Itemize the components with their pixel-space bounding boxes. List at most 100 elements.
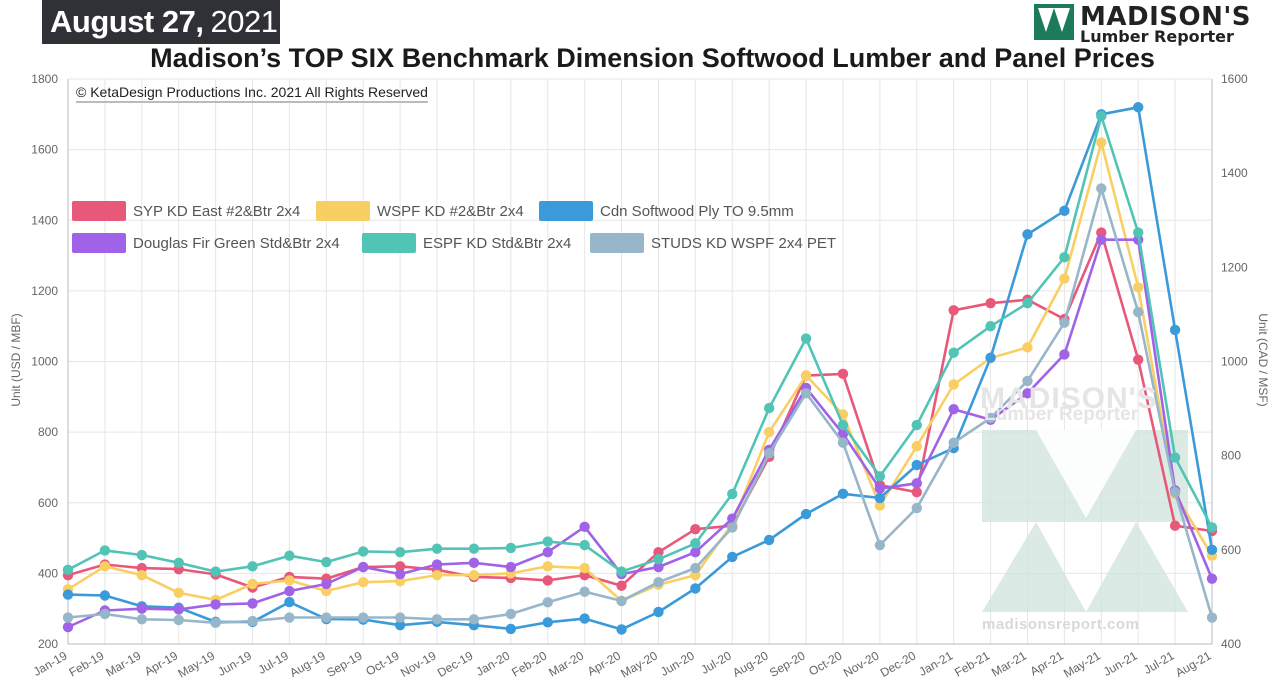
legend-label: Cdn Softwood Ply TO 9.5mm xyxy=(600,202,794,220)
data-point-3 xyxy=(358,561,369,573)
data-point-2 xyxy=(985,352,996,363)
legend-swatch xyxy=(72,233,126,253)
x-tick-label: May-19 xyxy=(175,648,217,680)
data-point-1 xyxy=(431,569,443,581)
watermark-triangle-icon xyxy=(982,522,1086,612)
logo-mark-icon xyxy=(1034,4,1074,40)
data-point-3 xyxy=(690,546,701,558)
data-point-5 xyxy=(948,437,959,448)
data-point-4 xyxy=(542,536,553,547)
series-line-2 xyxy=(67,106,1214,631)
data-point-2 xyxy=(727,551,738,563)
x-tick-label: Feb-20 xyxy=(509,648,549,679)
legend-item-wspf[interactable]: WSPF KD #2&Btr 2x4 xyxy=(316,201,524,221)
data-point-5 xyxy=(800,388,812,399)
data-point-4 xyxy=(431,543,443,554)
data-point-0 xyxy=(985,298,996,309)
y-tick-right: 600 xyxy=(1221,543,1241,557)
data-point-0 xyxy=(1132,354,1144,365)
data-point-5 xyxy=(837,437,849,448)
data-point-4 xyxy=(284,550,295,561)
data-point-0 xyxy=(1169,520,1181,531)
data-point-2 xyxy=(1169,324,1181,336)
data-point-5 xyxy=(1022,375,1033,387)
data-point-5 xyxy=(210,617,221,629)
watermark-url: madisonsreport.com xyxy=(982,616,1140,633)
x-tick-label: Jun-21 xyxy=(1101,648,1140,679)
y-tick-left: 1800 xyxy=(31,72,58,86)
legend-item-espf[interactable]: ESPF KD Std&Btr 2x4 xyxy=(362,233,571,253)
data-point-3 xyxy=(1022,388,1033,399)
data-point-2 xyxy=(874,492,886,504)
data-point-5 xyxy=(394,612,406,623)
series-line-4 xyxy=(67,114,1214,573)
series-line-3 xyxy=(67,238,1214,629)
data-point-2 xyxy=(505,623,517,635)
legend-item-studs[interactable]: STUDS KD WSPF 2x4 PET xyxy=(590,233,836,253)
date-badge: August 27, 2021 xyxy=(42,0,280,44)
y-tick-left: 1200 xyxy=(31,284,58,298)
y-tick-right: 1600 xyxy=(1221,72,1248,86)
data-point-3 xyxy=(874,483,886,494)
legend-swatch xyxy=(362,233,416,253)
data-point-4 xyxy=(911,419,922,431)
data-point-3 xyxy=(505,561,517,573)
x-tick-label: Oct-20 xyxy=(806,648,844,678)
y-tick-left: 1000 xyxy=(31,355,58,369)
legend-swatch xyxy=(316,201,370,221)
legend-item-syp[interactable]: SYP KD East #2&Btr 2x4 xyxy=(72,201,300,221)
data-point-1 xyxy=(284,575,295,586)
series-line-5 xyxy=(67,187,1214,625)
y-tick-right: 1000 xyxy=(1221,355,1248,369)
data-point-5 xyxy=(321,612,332,623)
data-point-5 xyxy=(579,586,590,597)
data-point-5 xyxy=(763,448,775,459)
data-point-4 xyxy=(1169,452,1181,463)
data-point-2 xyxy=(542,617,553,628)
data-point-2 xyxy=(800,508,812,520)
logo-title: MADISON'S xyxy=(1080,2,1252,32)
data-point-4 xyxy=(210,566,221,577)
data-point-2 xyxy=(616,624,627,635)
x-tick-label: Jan-20 xyxy=(474,648,513,679)
x-tick-label: Sep-20 xyxy=(767,648,808,680)
data-point-4 xyxy=(579,539,590,551)
data-point-5 xyxy=(1096,183,1107,194)
data-point-0 xyxy=(394,561,406,572)
data-point-5 xyxy=(616,595,627,607)
legend-swatch xyxy=(539,201,593,221)
data-point-5 xyxy=(62,612,74,623)
legend-swatch xyxy=(72,201,126,221)
data-point-4 xyxy=(321,556,332,568)
x-tick-label: Jun-19 xyxy=(215,648,254,679)
data-point-3 xyxy=(1206,573,1218,584)
data-point-4 xyxy=(985,320,996,332)
x-tick-label: Apr-19 xyxy=(142,648,180,678)
data-point-3 xyxy=(62,621,74,633)
data-point-3 xyxy=(284,585,295,597)
data-point-2 xyxy=(1132,102,1144,113)
data-point-2 xyxy=(1059,205,1070,217)
data-point-4 xyxy=(837,419,849,431)
x-tick-label: Nov-19 xyxy=(398,648,439,680)
data-point-2 xyxy=(911,459,922,471)
data-point-3 xyxy=(837,428,849,440)
legend-label: STUDS KD WSPF 2x4 PET xyxy=(651,234,837,252)
data-point-5 xyxy=(727,522,738,533)
legend-label: WSPF KD #2&Btr 2x4 xyxy=(377,202,524,220)
data-point-5 xyxy=(1059,317,1070,328)
data-point-4 xyxy=(136,549,148,561)
legend-label: ESPF KD Std&Btr 2x4 xyxy=(423,234,572,252)
data-point-1 xyxy=(1096,137,1107,148)
data-point-5 xyxy=(99,608,111,620)
data-point-4 xyxy=(173,557,184,568)
data-point-2 xyxy=(653,606,664,618)
legend-item-douglas-fir[interactable]: Douglas Fir Green Std&Btr 2x4 xyxy=(72,233,340,253)
chart-title: Madison’s TOP SIX Benchmark Dimension So… xyxy=(150,43,1155,73)
x-tick-label: May-21 xyxy=(1061,648,1103,680)
copyright-notice: © KetaDesign Productions Inc. 2021 All R… xyxy=(76,84,428,103)
x-tick-label: Sep-19 xyxy=(324,648,365,680)
legend-item-ply[interactable]: Cdn Softwood Ply TO 9.5mm xyxy=(539,201,794,221)
x-tick-label: Apr-21 xyxy=(1028,648,1066,678)
